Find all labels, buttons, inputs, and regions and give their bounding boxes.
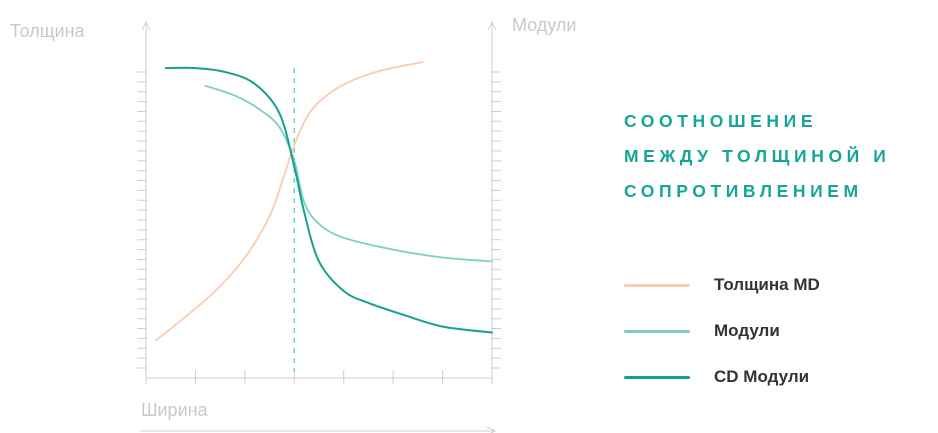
series-line-modulus	[204, 84, 493, 263]
y-axis-right-arrow	[487, 20, 497, 31]
series-line-cd-modulus	[164, 66, 493, 334]
x-direction-arrow	[486, 426, 497, 433]
title-line: СОПРОТИВЛЕНИЕМ	[624, 181, 863, 201]
y-axis-left-label: Толщина	[10, 21, 86, 41]
legend-label: Модули	[714, 321, 780, 340]
series-lines	[155, 61, 493, 342]
series-line-thickness-md	[155, 61, 424, 342]
title-line: МЕЖДУ ТОЛЩИНОЙ И	[624, 146, 891, 166]
y-axis-left-arrow	[141, 20, 151, 31]
legend: Толщина MD Модули CD Модули	[624, 262, 820, 400]
legend-item: Толщина MD	[624, 262, 820, 308]
x-axis-label: Ширина	[141, 400, 209, 420]
legend-item: CD Модули	[624, 354, 820, 400]
axis-ticks	[137, 71, 501, 384]
legend-swatch-thickness-md	[624, 283, 690, 287]
legend-item: Модули	[624, 308, 820, 354]
y-axis-right-label: Модули	[512, 15, 576, 35]
legend-swatch-modulus	[624, 329, 690, 333]
legend-label: CD Модули	[714, 367, 810, 386]
legend-label: Толщина MD	[714, 275, 820, 294]
title-line: СООТНОШЕНИЕ	[624, 111, 818, 131]
chart-title: СООТНОШЕНИЕ МЕЖДУ ТОЛЩИНОЙ И СОПРОТИВЛЕН…	[624, 104, 938, 209]
legend-swatch-cd-modulus	[624, 375, 690, 379]
